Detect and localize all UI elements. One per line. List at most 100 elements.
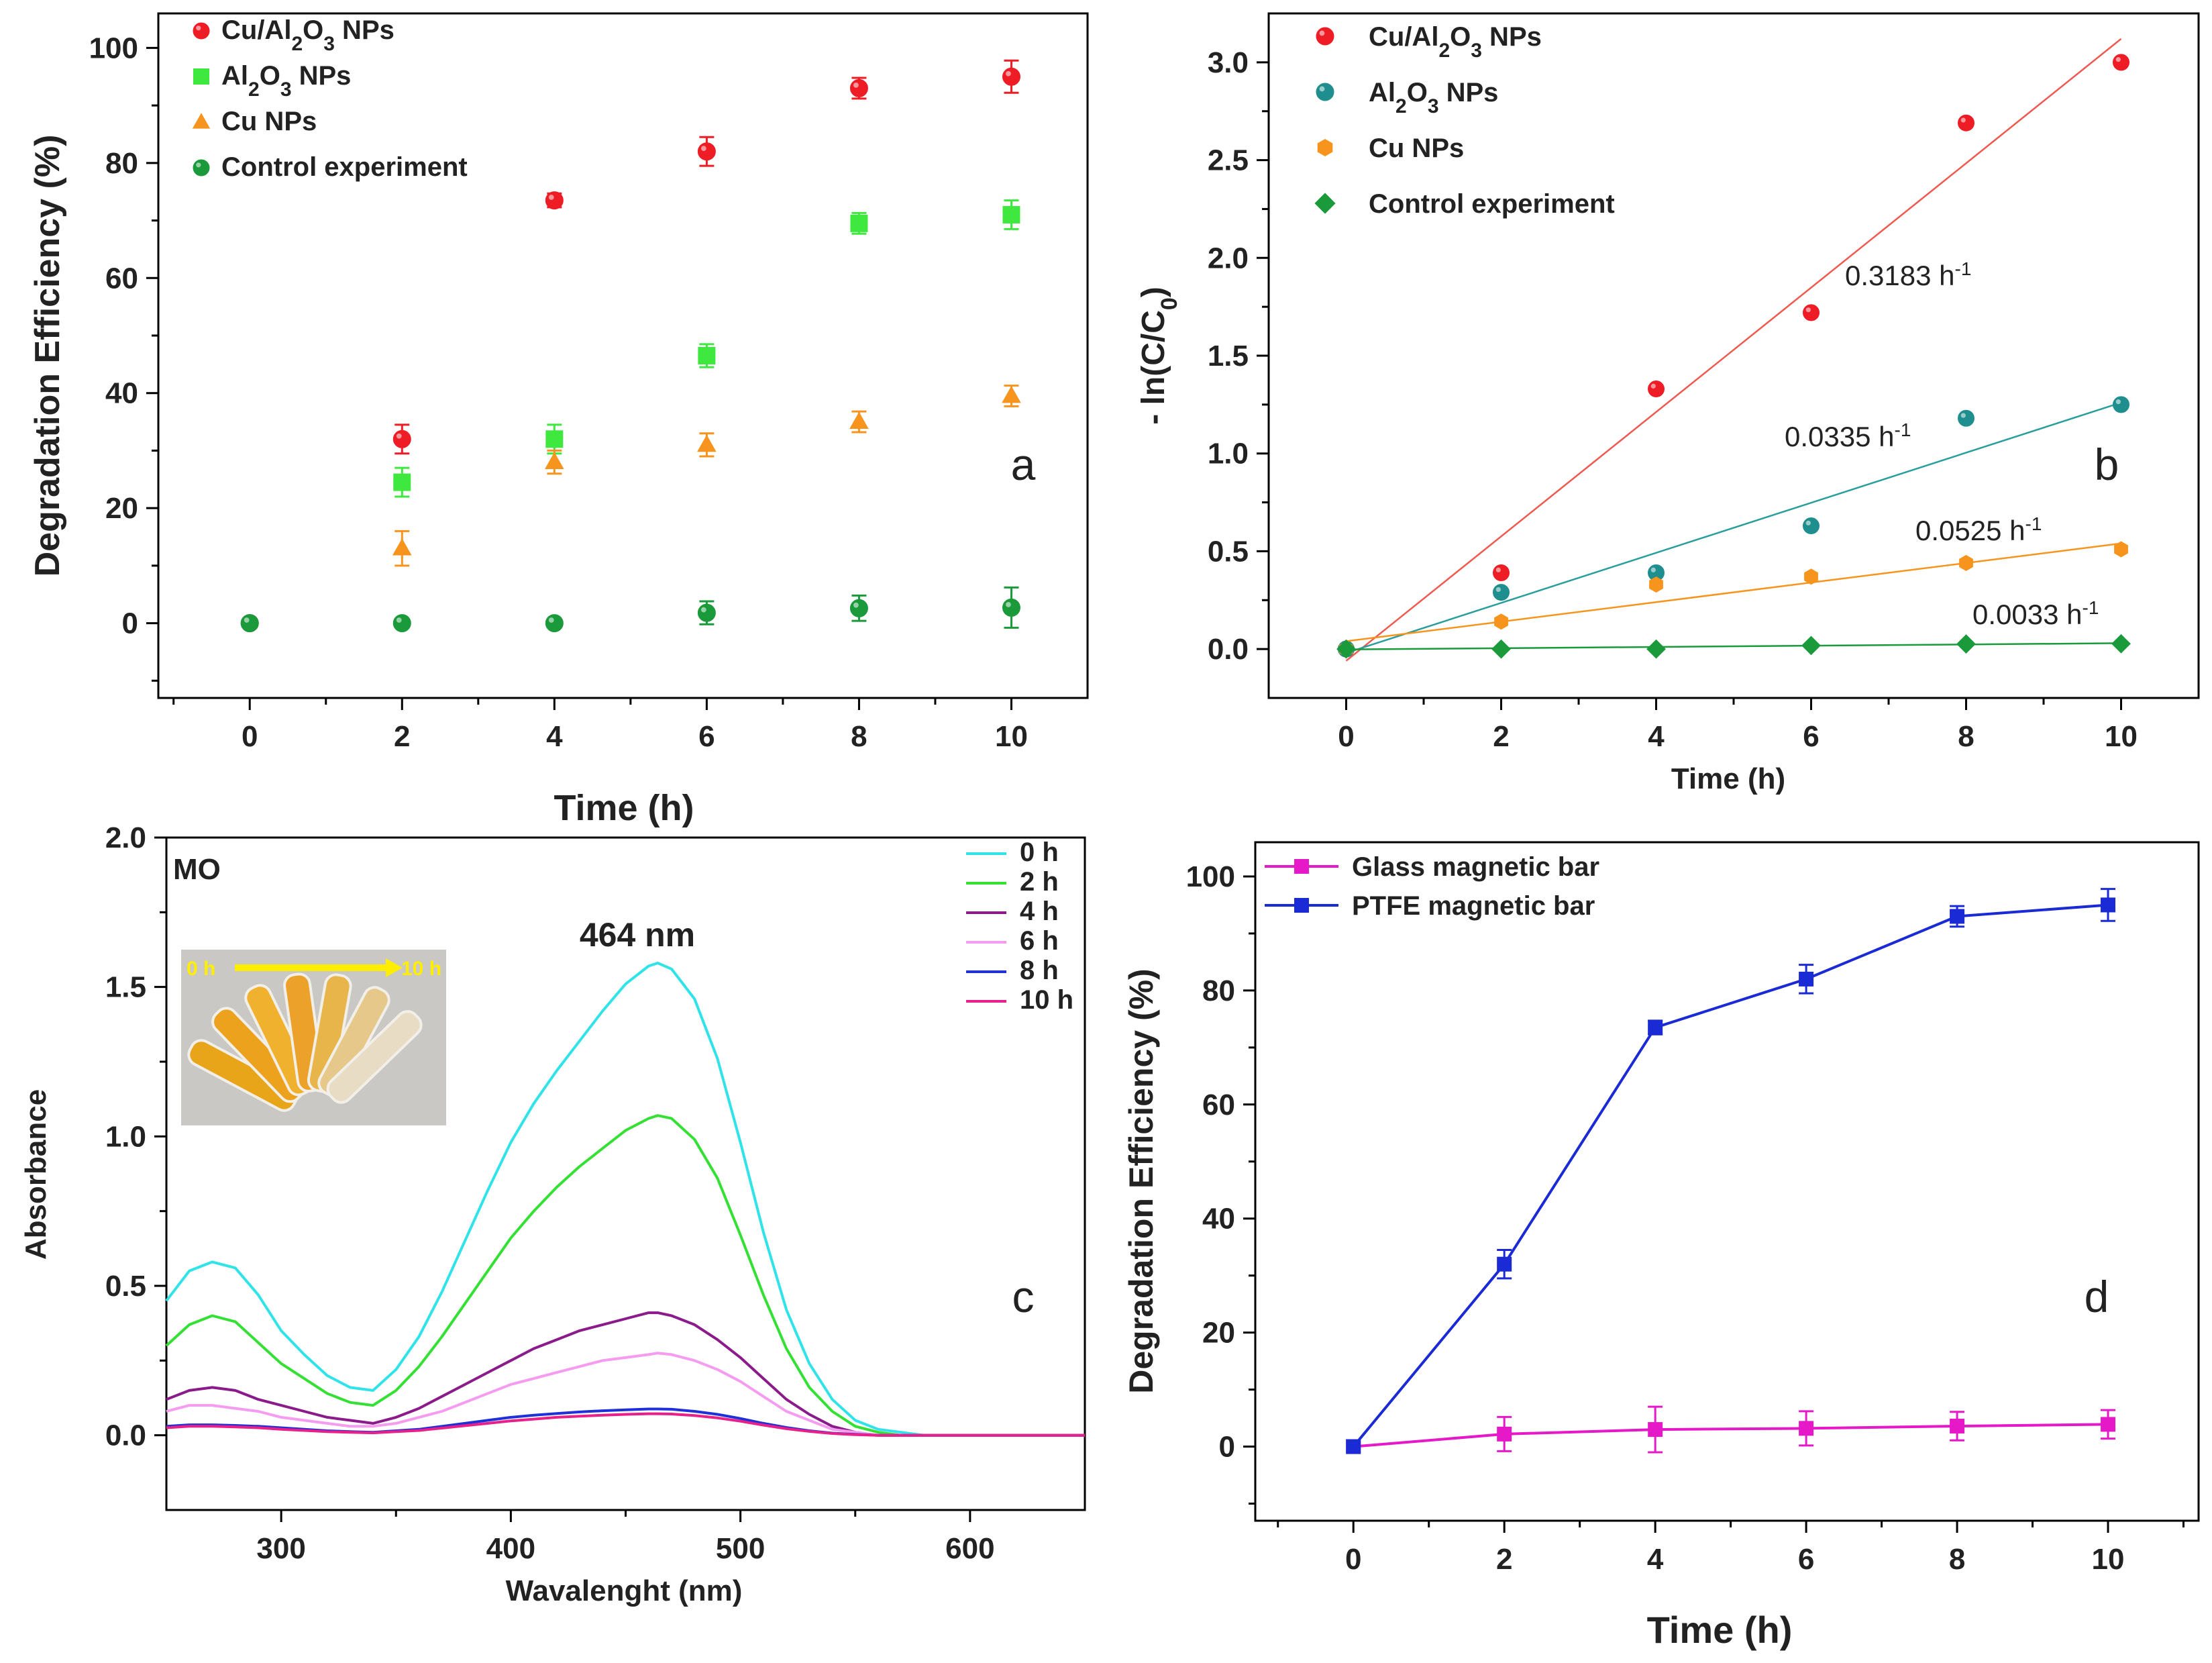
legend-marker	[193, 22, 210, 40]
legend-text-part: Cu/Al	[221, 15, 291, 45]
plot-frame	[157, 12, 1089, 699]
data-point	[697, 142, 716, 161]
legend-subscript: 2	[248, 79, 260, 101]
data-point-highlight	[853, 602, 859, 608]
data-point	[1959, 554, 1973, 571]
data-point	[1950, 909, 1965, 924]
data-point	[2113, 54, 2129, 71]
inset-start-label: 0 h	[187, 958, 215, 980]
data-point	[392, 614, 411, 633]
data-point	[1803, 304, 1820, 321]
rate-unit-superscript: -1	[2083, 597, 2099, 618]
series-line	[1353, 1423, 2109, 1448]
y-axis-title-subscript: 0	[1157, 297, 1182, 310]
y-tick-label: 60	[1202, 1089, 1235, 1121]
rate-unit-superscript: -1	[1955, 258, 1972, 279]
legend-text-part: O	[260, 61, 280, 91]
peak-label: 464 nm	[580, 916, 695, 954]
legend-marker	[1316, 27, 1334, 46]
legend-label: PTFE magnetic bar	[1352, 891, 1595, 921]
data-point	[1497, 1256, 1512, 1272]
legend-label: 0 h	[1020, 838, 1059, 867]
rate-unit-superscript: -1	[1895, 419, 1911, 440]
x-tick-label: 300	[256, 1532, 305, 1565]
legend-marker-highlight	[196, 162, 201, 168]
inset-end-label: 10 h	[401, 958, 441, 980]
legend-text-part: NPs	[1482, 22, 1542, 52]
x-tick-label: 10	[995, 720, 1028, 753]
legend-text-part: Al	[1369, 78, 1395, 107]
y-axis-title: Degradation Efficiency (%)	[28, 135, 67, 577]
data-point-highlight	[853, 82, 859, 88]
legend-subscript: 3	[1428, 95, 1439, 117]
x-axis-title: Time (h)	[554, 788, 694, 828]
data-point	[1002, 598, 1020, 617]
data-point	[1804, 568, 1818, 585]
x-tick-label: 6	[698, 720, 715, 753]
data-point	[1491, 639, 1511, 659]
legend-marker-highlight	[1319, 30, 1325, 36]
time-arrow-head	[386, 958, 403, 977]
data-point	[1649, 576, 1663, 593]
y-tick-label: 1.0	[1208, 438, 1249, 470]
data-point	[545, 430, 564, 448]
legend-label: 10 h	[1020, 985, 1073, 1015]
legend-subscript: 3	[323, 33, 335, 55]
rate-unit-superscript: -1	[2025, 513, 2042, 534]
legend-subscript: 3	[1471, 40, 1482, 62]
spectrum-line	[165, 1114, 1085, 1437]
y-tick-label: 100	[1186, 860, 1235, 893]
data-point	[850, 214, 868, 232]
legend-text-part: Control experiment	[1369, 189, 1615, 219]
y-tick-label: 0.0	[105, 1419, 146, 1452]
legend-marker-highlight	[196, 26, 201, 31]
y-tick-label: 2.0	[1208, 242, 1249, 274]
spectrum-line	[166, 1412, 1085, 1437]
data-point-highlight	[396, 433, 402, 439]
fit-line	[1345, 38, 2122, 662]
spectrum-line	[165, 962, 1085, 1437]
data-point	[1002, 206, 1020, 223]
fit-line	[1346, 542, 2121, 642]
y-tick-label: 0.5	[105, 1270, 146, 1303]
rate-value: 0.3183 h	[1845, 260, 1955, 291]
data-point	[2113, 396, 2129, 413]
rate-value: 0.0033 h	[1972, 599, 2083, 630]
data-point	[849, 79, 868, 97]
data-point-highlight	[700, 607, 706, 613]
data-point	[2114, 541, 2128, 558]
data-point-highlight	[1960, 117, 1966, 123]
y-tick-label: 3.0	[1208, 46, 1249, 79]
data-point	[545, 191, 564, 210]
legend-marker	[1294, 898, 1309, 913]
legend-label: Cu/Al2O3 NPs	[221, 15, 394, 55]
y-tick-label: 60	[105, 262, 138, 295]
sample-tag: MO	[173, 853, 221, 886]
x-tick-label: 400	[486, 1532, 535, 1565]
data-point	[697, 434, 717, 452]
legend-subscript: 2	[1395, 95, 1407, 117]
legend-label: Cu/Al2O3 NPs	[1369, 22, 1542, 62]
data-point	[1493, 584, 1510, 601]
panel-label: c	[1012, 1272, 1035, 1321]
legend-label: Al2O3 NPs	[221, 61, 351, 101]
data-point	[1494, 613, 1508, 630]
legend-label: Control experiment	[221, 152, 468, 182]
legend-text-part: O	[1407, 78, 1428, 107]
legend-label: Control experiment	[1369, 189, 1615, 219]
legend-text-part: Control experiment	[221, 152, 468, 182]
rate-constant-label: 0.0033 h-1	[1972, 597, 2099, 631]
data-point	[1799, 1421, 1814, 1436]
legend-label: 4 h	[1020, 897, 1059, 926]
data-point-highlight	[1805, 520, 1811, 525]
rate-value: 0.0335 h	[1785, 421, 1895, 452]
data-point-highlight	[2115, 57, 2121, 62]
legend-subscript: 2	[1438, 40, 1450, 62]
sample-tube	[326, 1010, 423, 1104]
data-point	[1958, 114, 1974, 132]
x-tick-label: 10	[2105, 720, 2138, 753]
y-tick-label: 1.0	[105, 1120, 146, 1153]
data-point	[1002, 67, 1020, 86]
data-point-highlight	[548, 617, 554, 623]
